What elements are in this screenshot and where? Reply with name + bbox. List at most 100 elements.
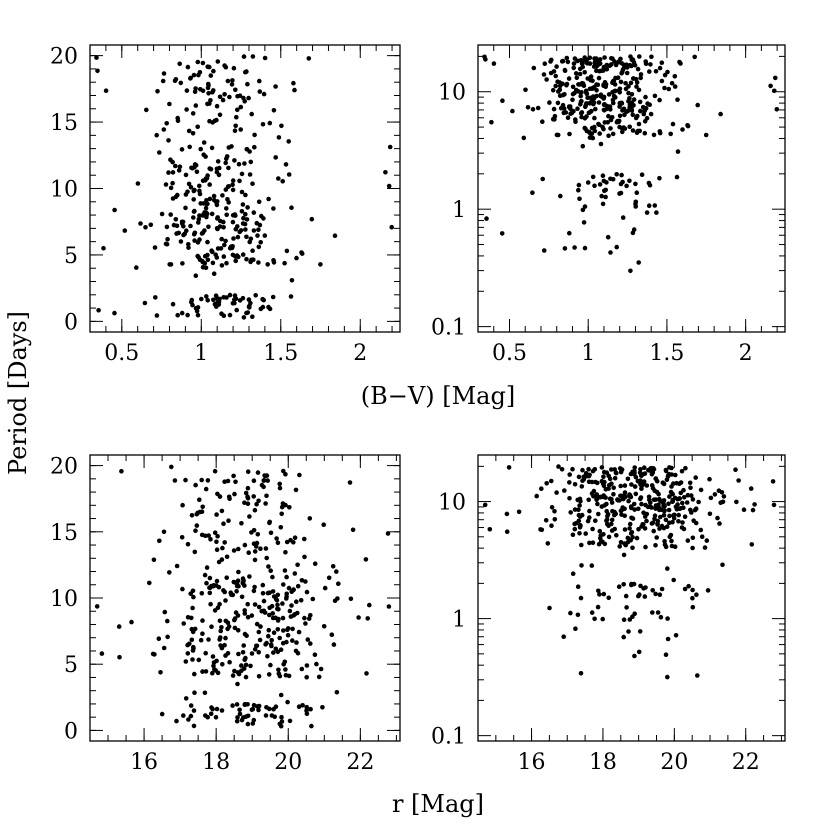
data-point <box>225 478 231 484</box>
data-point <box>627 62 633 68</box>
data-point <box>270 589 276 594</box>
data-point <box>605 234 611 240</box>
data-point <box>293 487 299 493</box>
data-point <box>690 497 696 502</box>
data-point <box>594 93 600 99</box>
data-point <box>240 650 246 655</box>
data-point <box>215 159 221 164</box>
data-point <box>636 526 641 532</box>
data-point <box>253 293 258 298</box>
data-point <box>607 63 613 68</box>
data-point <box>574 75 580 81</box>
data-point <box>630 516 636 521</box>
data-point <box>652 203 658 208</box>
data-point <box>220 545 225 551</box>
data-point <box>180 502 185 508</box>
data-point <box>238 127 243 132</box>
data-point <box>606 486 611 491</box>
data-point <box>622 490 628 495</box>
data-point <box>218 635 223 640</box>
data-point <box>245 494 250 500</box>
data-point <box>634 535 640 541</box>
data-point <box>201 152 206 157</box>
data-point <box>589 563 595 568</box>
data-point <box>239 663 244 668</box>
data-point <box>600 616 605 622</box>
x-tick-label: 0.5 <box>492 341 527 366</box>
data-point <box>632 465 637 470</box>
data-point <box>525 105 531 110</box>
data-point <box>166 170 171 175</box>
data-point <box>214 255 220 260</box>
data-point <box>168 185 174 191</box>
data-point <box>643 544 648 550</box>
data-point <box>257 89 263 94</box>
data-point <box>208 166 214 172</box>
data-point <box>232 668 237 674</box>
data-point <box>623 593 629 599</box>
data-point <box>591 64 597 69</box>
data-point <box>581 83 587 88</box>
data-point <box>610 89 615 95</box>
data-point <box>229 245 235 251</box>
data-point <box>617 113 623 119</box>
data-point <box>573 117 578 122</box>
data-point <box>210 654 216 659</box>
x-axis-label-bottom-row: r [Mag] <box>392 790 484 818</box>
x-tick-label: 18 <box>589 750 617 775</box>
data-point <box>227 94 232 100</box>
data-point <box>268 530 274 536</box>
data-point <box>168 157 173 162</box>
data-point <box>280 640 286 646</box>
data-point <box>185 651 191 656</box>
data-point <box>602 479 607 485</box>
data-point <box>236 651 241 657</box>
data-point <box>265 654 270 659</box>
data-point <box>654 535 659 540</box>
data-point <box>261 91 267 97</box>
data-point <box>249 111 254 117</box>
data-point <box>260 304 266 310</box>
data-point <box>582 125 587 131</box>
data-point <box>271 206 276 211</box>
data-point <box>122 228 128 233</box>
data-point <box>153 295 158 300</box>
data-point <box>316 674 322 680</box>
data-point <box>592 467 598 472</box>
data-point <box>642 514 648 519</box>
data-point <box>268 568 274 573</box>
data-point <box>612 467 617 472</box>
data-point <box>241 715 246 720</box>
data-point <box>167 570 172 575</box>
data-point <box>657 592 663 597</box>
data-point <box>584 114 589 119</box>
data-point <box>281 662 287 667</box>
data-point <box>544 481 549 486</box>
data-point <box>623 542 628 548</box>
data-point <box>665 566 670 571</box>
data-point <box>664 477 670 483</box>
x-tick-label: 0.5 <box>104 341 139 366</box>
data-point <box>194 308 200 314</box>
data-point <box>252 647 258 652</box>
data-point <box>582 204 588 209</box>
data-point <box>670 491 675 497</box>
data-point <box>266 633 271 639</box>
data-point <box>236 583 241 589</box>
x-tick-label: 22 <box>346 750 374 775</box>
data-point <box>245 81 250 87</box>
data-point <box>203 713 208 718</box>
data-point <box>611 485 616 491</box>
data-point <box>607 496 613 502</box>
data-point <box>282 260 287 266</box>
data-point <box>193 528 198 533</box>
data-point <box>134 265 139 270</box>
data-point <box>191 594 196 600</box>
data-point <box>365 616 371 621</box>
data-point <box>200 265 206 270</box>
data-point <box>618 483 623 489</box>
data-point <box>487 527 493 532</box>
data-point <box>542 61 548 66</box>
data-point <box>237 178 242 184</box>
